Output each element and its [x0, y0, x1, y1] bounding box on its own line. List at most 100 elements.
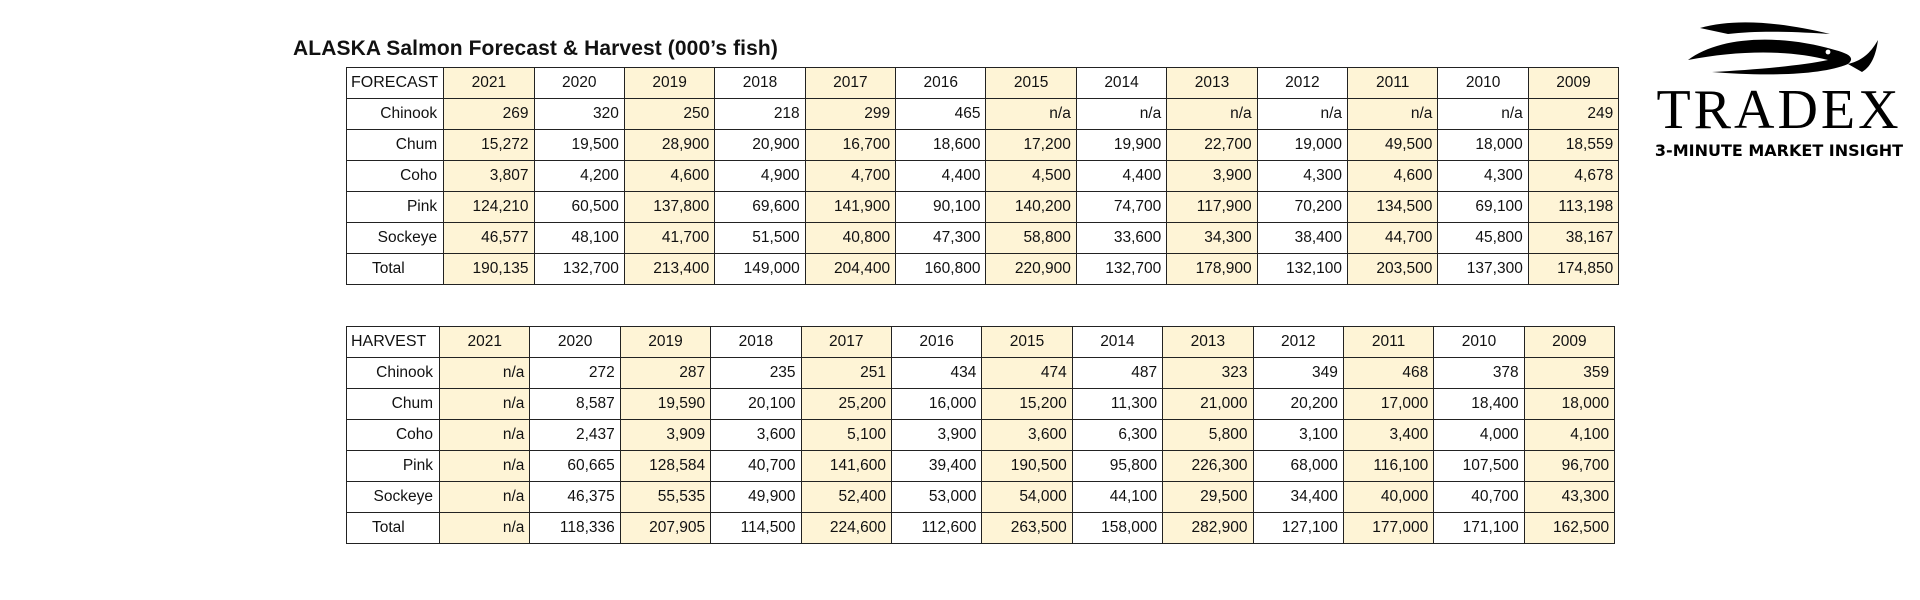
- table-row: Total 190,135 132,700 213,400 149,000 204,400…: [345, 253, 1620, 285]
- brand-tagline: 3-MINUTE MARKET INSIGHT: [1654, 141, 1904, 160]
- table-cell: 4,500: [985, 160, 1077, 192]
- table-cell: 272: [529, 357, 621, 389]
- table-cell: 18,559: [1527, 129, 1620, 161]
- harvest-year-header: 2011: [1342, 326, 1435, 358]
- table-cell: 117,900: [1166, 191, 1258, 223]
- forecast-year-header: 2018: [714, 67, 806, 99]
- table-cell: 141,900: [804, 191, 897, 223]
- table-cell: 95,800: [1071, 450, 1164, 482]
- table-cell: 4,300: [1256, 160, 1349, 192]
- table-cell: 3,100: [1252, 419, 1344, 451]
- table-cell: 226,300: [1162, 450, 1254, 482]
- table-row: Total n/a 118,336 207,905 114,500 224,600 112,…: [346, 512, 1616, 544]
- row-label: Chinook: [346, 357, 440, 389]
- table-cell: 18,600: [895, 129, 987, 161]
- table-cell: 323: [1162, 357, 1254, 389]
- harvest-year-header: 2016: [890, 326, 983, 358]
- harvest-year-header: 2012: [1252, 326, 1344, 358]
- row-label: Chinook: [345, 98, 445, 130]
- table-cell: n/a: [438, 450, 531, 482]
- table-cell: 40,700: [710, 450, 802, 482]
- table-cell: 171,100: [1433, 512, 1525, 544]
- table-cell: 213,400: [623, 253, 716, 285]
- table-cell: 149,000: [714, 253, 806, 285]
- table-cell: 235: [710, 357, 802, 389]
- table-cell: 177,000: [1342, 512, 1435, 544]
- table-cell: 224,600: [800, 512, 892, 544]
- table-cell: 250: [623, 98, 716, 130]
- table-cell: 4,100: [1523, 419, 1616, 451]
- table-cell: 52,400: [800, 481, 892, 513]
- row-label: Pink: [345, 191, 445, 223]
- table-cell: 49,900: [710, 481, 802, 513]
- table-row: Sockeye 46,577 48,100 41,700 51,500 40,800 47,…: [345, 222, 1620, 254]
- table-cell: 38,400: [1256, 222, 1349, 254]
- table-cell: 54,000: [981, 481, 1073, 513]
- table-cell: 132,100: [1256, 253, 1349, 285]
- table-cell: n/a: [1347, 98, 1439, 130]
- table-cell: n/a: [1075, 98, 1168, 130]
- table-row: Pink 124,210 60,500 137,800 69,600 141,900 90,…: [345, 191, 1620, 223]
- table-cell: 269: [443, 98, 535, 130]
- forecast-year-header: 2021: [443, 67, 535, 99]
- table-cell: 20,100: [710, 388, 802, 420]
- table-cell: 47,300: [895, 222, 987, 254]
- table-cell: 19,590: [619, 388, 712, 420]
- table-cell: 19,000: [1256, 129, 1349, 161]
- table-cell: n/a: [1256, 98, 1349, 130]
- table-cell: 190,500: [981, 450, 1073, 482]
- table-cell: 140,200: [985, 191, 1077, 223]
- table-cell: 178,900: [1166, 253, 1258, 285]
- table-cell: 287: [619, 357, 712, 389]
- table-cell: 4,400: [895, 160, 987, 192]
- forecast-year-header: 2017: [804, 67, 897, 99]
- table-cell: 70,200: [1256, 191, 1349, 223]
- table-cell: 4,678: [1527, 160, 1620, 192]
- harvest-year-header: 2017: [800, 326, 892, 358]
- table-cell: 60,500: [533, 191, 625, 223]
- table-cell: 15,200: [981, 388, 1073, 420]
- table-cell: 20,900: [714, 129, 806, 161]
- table-cell: 17,200: [985, 129, 1077, 161]
- table-cell: 468: [1342, 357, 1435, 389]
- table-cell: 204,400: [804, 253, 897, 285]
- tradex-logo: TRADEX 3-MINUTE MARKET INSIGHT: [1640, 20, 1910, 170]
- table-cell: 3,900: [890, 419, 983, 451]
- table-cell: 349: [1252, 357, 1344, 389]
- table-cell: 5,800: [1162, 419, 1254, 451]
- table-row: Chum 15,272 19,500 28,900 20,900 16,700 18,600…: [345, 129, 1620, 161]
- harvest-year-header: 2018: [710, 326, 802, 358]
- table-cell: 17,000: [1342, 388, 1435, 420]
- table-cell: 8,587: [529, 388, 621, 420]
- table-cell: 40,700: [1433, 481, 1525, 513]
- table-cell: 3,400: [1342, 419, 1435, 451]
- table-cell: 359: [1523, 357, 1616, 389]
- harvest-year-header: 2013: [1162, 326, 1254, 358]
- table-cell: 134,500: [1347, 191, 1439, 223]
- table-cell: 28,900: [623, 129, 716, 161]
- harvest-year-header: 2015: [981, 326, 1073, 358]
- table-cell: 132,700: [533, 253, 625, 285]
- harvest-year-header: 2010: [1433, 326, 1525, 358]
- table-cell: 4,600: [1347, 160, 1439, 192]
- table-cell: 190,135: [443, 253, 535, 285]
- row-label: Chum: [345, 129, 445, 161]
- harvest-year-header: 2021: [438, 326, 531, 358]
- table-cell: 68,000: [1252, 450, 1344, 482]
- table-cell: 40,800: [804, 222, 897, 254]
- table-cell: 174,850: [1527, 253, 1620, 285]
- table-cell: n/a: [438, 481, 531, 513]
- table-cell: 44,100: [1071, 481, 1164, 513]
- forecast-year-header: 2020: [533, 67, 625, 99]
- table-cell: 55,535: [619, 481, 712, 513]
- forecast-year-header: 2011: [1347, 67, 1439, 99]
- table-cell: 16,700: [804, 129, 897, 161]
- table-row: Chinook 269 320 250 218 299 465 n/a n/a n/a n/a n/a…: [345, 98, 1620, 130]
- table-cell: 487: [1071, 357, 1164, 389]
- harvest-corner-label: HARVEST: [346, 326, 440, 358]
- table-cell: n/a: [438, 388, 531, 420]
- table-cell: 45,800: [1437, 222, 1529, 254]
- forecast-body: Chinook 269 320 250 218 299 465 n/a n/a n/a n/a n/a…: [345, 98, 1620, 285]
- table-cell: 15,272: [443, 129, 535, 161]
- table-cell: 4,900: [714, 160, 806, 192]
